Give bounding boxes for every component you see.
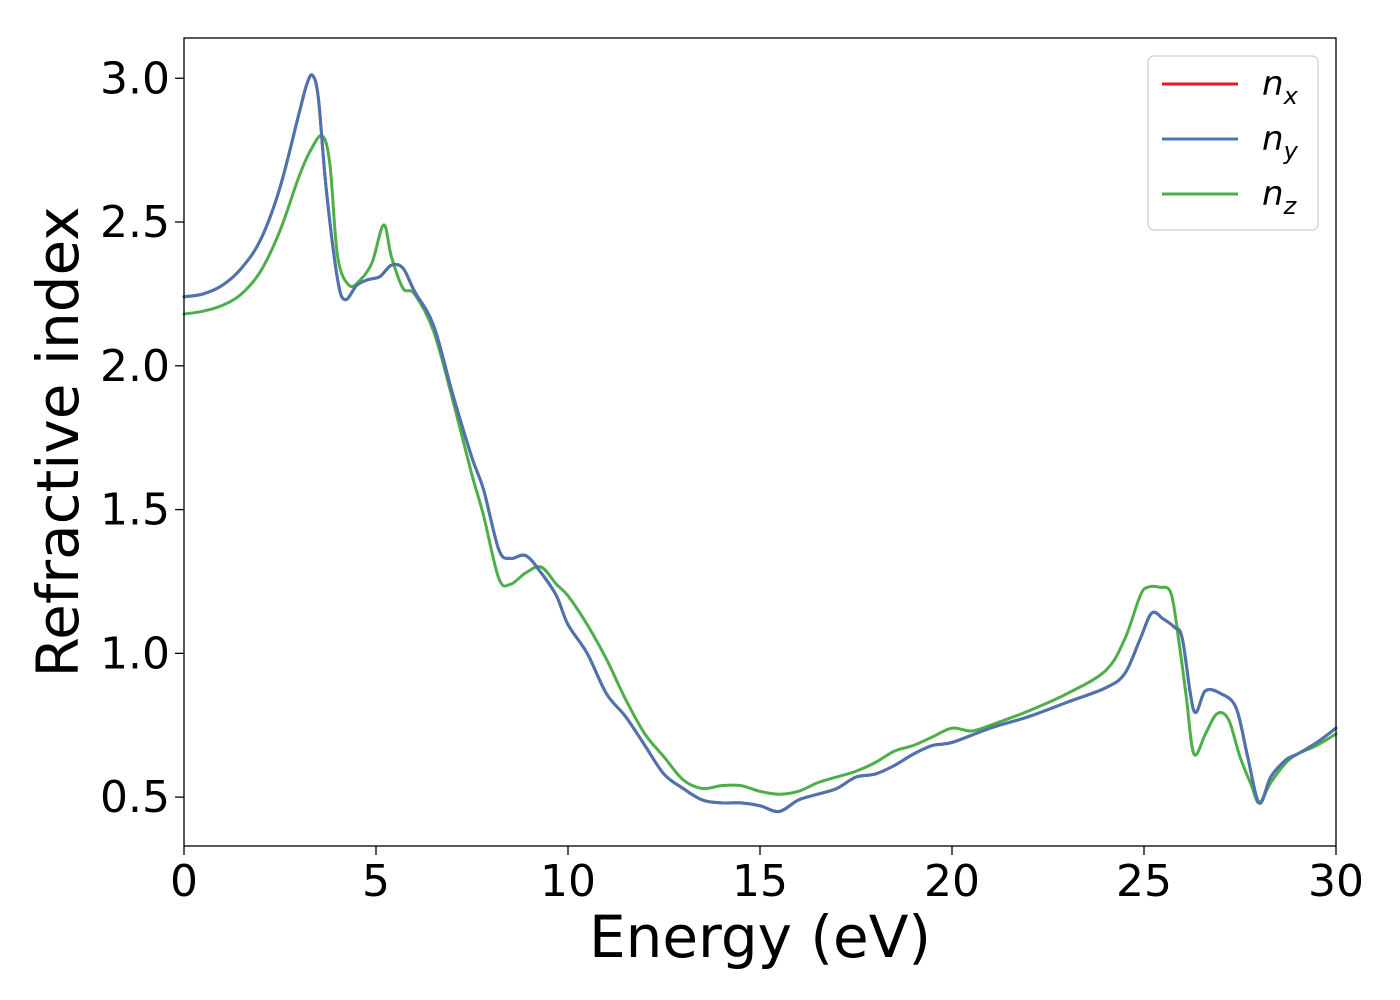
y-axis-label: Refractive index <box>24 206 92 677</box>
x-axis-label: Energy (eV) <box>589 903 931 971</box>
legend-label-y: ny <box>1262 119 1299 165</box>
x-axis-ticks: 0 5 10 15 20 25 30 <box>170 846 1364 907</box>
x-tick-label: 20 <box>924 856 980 907</box>
x-tick-label: 5 <box>362 856 390 907</box>
y-tick-label: 3.0 <box>100 53 170 104</box>
x-tick-label: 15 <box>732 856 788 907</box>
y-tick-label: 2.5 <box>100 197 170 248</box>
x-tick-label: 0 <box>170 856 198 907</box>
plot-area <box>184 38 1336 846</box>
series-layer <box>182 73 1338 814</box>
legend-label-x: nx <box>1262 64 1299 110</box>
legend-box <box>1147 55 1319 231</box>
series-line-y <box>182 73 1338 814</box>
x-tick-label: 30 <box>1308 856 1364 907</box>
y-tick-label: 1.0 <box>100 628 170 679</box>
legend-label-z: nz <box>1262 174 1298 220</box>
legend: nx ny nz <box>1147 55 1319 231</box>
x-tick-label: 25 <box>1116 856 1172 907</box>
series-line-z <box>182 133 1338 805</box>
y-axis-ticks: 0.5 1.0 1.5 2.0 2.5 3.0 <box>100 53 184 823</box>
y-tick-label: 2.0 <box>100 341 170 392</box>
x-tick-label: 10 <box>540 856 596 907</box>
y-tick-label: 1.5 <box>100 485 170 536</box>
y-tick-label: 0.5 <box>100 772 170 823</box>
